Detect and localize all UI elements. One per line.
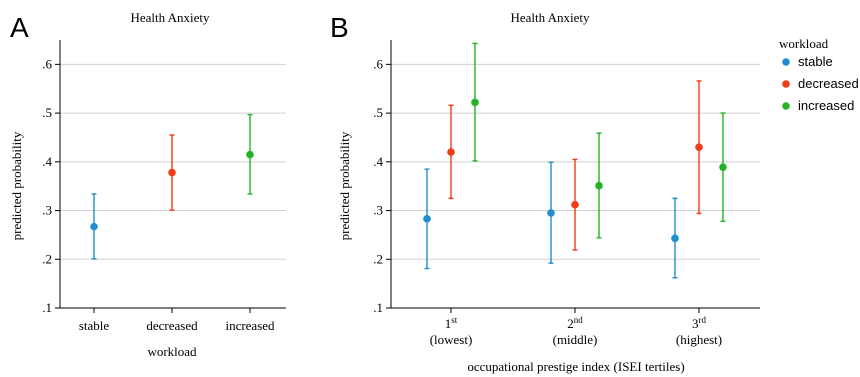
panel-b: B Health Anxiety predicted probability o… [330, 10, 859, 374]
panel-a-ytick-label: .2 [42, 251, 52, 266]
panel-b-xtick-label: 1st [445, 315, 458, 331]
panel-b-decreased-point [695, 143, 703, 151]
legend-label-increased: increased [798, 98, 854, 113]
panel-b-increased-point [719, 163, 727, 171]
panel-b-xtick-sublabel: (middle) [553, 332, 598, 347]
panel-b-decreased-point [571, 200, 579, 209]
panel-b-title: Health Anxiety [510, 10, 590, 25]
panel-b-ytick-label: .2 [373, 251, 383, 266]
panel-a-ytick-label: .1 [42, 300, 52, 315]
panel-b-xtick-sublabel: (highest) [676, 332, 722, 347]
panel-a-ytick-label: .3 [42, 203, 52, 218]
panel-b-stable-point [671, 234, 679, 243]
legend-marker-stable [782, 58, 790, 66]
panel-a-xtick-label: increased [225, 318, 275, 333]
panel-a-xtick-label: decreased [146, 318, 198, 333]
panel-a-xlabel: workload [147, 344, 197, 359]
panel-a-xtick-label: stable [79, 318, 110, 333]
panel-b-increased-point [595, 181, 603, 190]
panel-b-ylabel: predicted probability [337, 131, 352, 240]
legend-label-stable: stable [798, 54, 833, 69]
panel-a-increased-point [246, 150, 254, 159]
panel-a-plot-area: .1 .2 .3 .4 .5 .6 stable decreased increased [42, 40, 286, 333]
panel-b-letter: B [330, 12, 349, 43]
panel-a-ytick-label: .5 [42, 105, 52, 120]
panel-b-increased-point [471, 98, 479, 107]
panel-b-xlabel: occupational prestige index (ISEI tertil… [467, 359, 684, 374]
panel-b-ytick-label: .6 [373, 56, 383, 71]
panel-b-stable-point [423, 215, 431, 223]
legend-marker-decreased [782, 80, 790, 88]
panel-a-decreased-point [168, 168, 176, 177]
panel-a-ytick-label: .6 [42, 56, 52, 71]
panel-b-plot-area: .1 .2 .3 .4 .5 .6 1st(lowest) 2nd(middle) 3rd(hi… [373, 40, 760, 347]
panel-b-ytick-label: .3 [373, 203, 383, 218]
panel-b-xtick-label: 2nd [567, 315, 583, 331]
panel-a-title: Health Anxiety [130, 10, 210, 25]
panel-a: A Health Anxiety predicted probability w… [9, 10, 286, 359]
panel-b-decreased-point [447, 148, 455, 156]
panel-b-stable-point [547, 209, 555, 217]
panel-a-stable-point [90, 222, 98, 231]
legend: workload stable decreased increased [779, 36, 859, 113]
panel-b-ytick-label: .1 [373, 300, 383, 315]
panel-b-ytick-label: .5 [373, 105, 383, 120]
legend-marker-increased [782, 102, 790, 110]
panel-b-xtick-label: 3rd [692, 315, 706, 331]
legend-label-decreased: decreased [798, 76, 859, 91]
panel-b-ytick-label: .4 [373, 154, 383, 169]
legend-title: workload [779, 36, 829, 51]
panel-a-letter: A [10, 12, 29, 43]
panel-a-ytick-label: .4 [42, 154, 52, 169]
panel-b-xtick-sublabel: (lowest) [430, 332, 473, 347]
panel-a-ylabel: predicted probability [9, 131, 24, 240]
